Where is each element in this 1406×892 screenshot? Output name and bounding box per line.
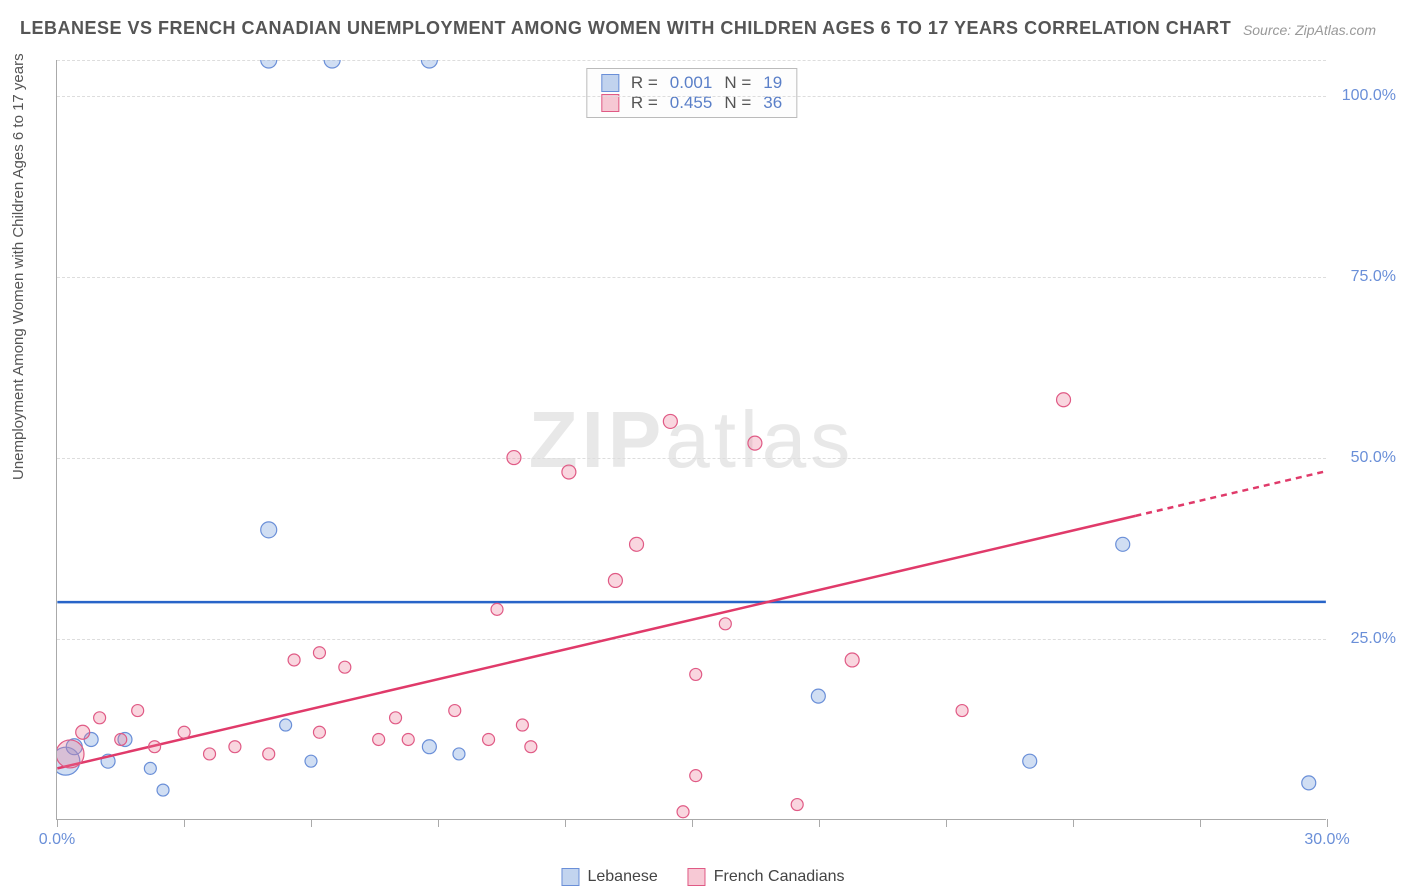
data-point bbox=[516, 719, 528, 731]
data-point bbox=[608, 573, 622, 587]
chart-title: LEBANESE VS FRENCH CANADIAN UNEMPLOYMENT… bbox=[20, 18, 1231, 39]
x-tick bbox=[692, 819, 693, 827]
data-point bbox=[1116, 537, 1130, 551]
data-point bbox=[811, 689, 825, 703]
x-tick bbox=[1327, 819, 1328, 827]
trend-line bbox=[57, 516, 1135, 769]
data-point bbox=[663, 414, 677, 428]
data-point bbox=[791, 799, 803, 811]
data-point bbox=[421, 60, 437, 68]
source-attribution: Source: ZipAtlas.com bbox=[1243, 22, 1376, 38]
x-tick bbox=[946, 819, 947, 827]
data-point bbox=[263, 748, 275, 760]
x-tick bbox=[57, 819, 58, 827]
data-point bbox=[373, 733, 385, 745]
legend-label: French Canadians bbox=[714, 868, 845, 886]
x-tick bbox=[819, 819, 820, 827]
data-point bbox=[449, 705, 461, 717]
data-point bbox=[402, 733, 414, 745]
chart-svg bbox=[57, 60, 1326, 819]
data-point bbox=[305, 755, 317, 767]
y-tick-label: 75.0% bbox=[1351, 268, 1396, 286]
data-point bbox=[491, 603, 503, 615]
data-point bbox=[144, 762, 156, 774]
data-point bbox=[115, 733, 127, 745]
data-point bbox=[422, 740, 436, 754]
data-point bbox=[324, 60, 340, 68]
data-point bbox=[390, 712, 402, 724]
legend-item: French Canadians bbox=[688, 868, 845, 886]
data-point bbox=[690, 668, 702, 680]
data-point bbox=[1057, 393, 1071, 407]
data-point bbox=[562, 465, 576, 479]
plot-area: ZIPatlas R =0.001N =19R =0.455N =36 25.0… bbox=[56, 60, 1326, 820]
x-tick bbox=[184, 819, 185, 827]
data-point bbox=[76, 725, 90, 739]
legend-label: Lebanese bbox=[587, 868, 657, 886]
data-point bbox=[453, 748, 465, 760]
x-tick bbox=[1200, 819, 1201, 827]
data-point bbox=[57, 740, 84, 768]
y-tick-label: 25.0% bbox=[1351, 630, 1396, 648]
x-tick bbox=[311, 819, 312, 827]
data-point bbox=[1023, 754, 1037, 768]
x-tick bbox=[438, 819, 439, 827]
data-point bbox=[313, 647, 325, 659]
legend-item: Lebanese bbox=[561, 868, 657, 886]
data-point bbox=[690, 770, 702, 782]
data-point bbox=[229, 741, 241, 753]
data-point bbox=[956, 705, 968, 717]
data-point bbox=[845, 653, 859, 667]
data-point bbox=[483, 733, 495, 745]
x-tick-label: 0.0% bbox=[39, 831, 75, 849]
x-tick bbox=[1073, 819, 1074, 827]
data-point bbox=[149, 741, 161, 753]
data-point bbox=[339, 661, 351, 673]
data-point bbox=[507, 451, 521, 465]
data-point bbox=[748, 436, 762, 450]
x-tick bbox=[565, 819, 566, 827]
y-tick-label: 100.0% bbox=[1342, 87, 1396, 105]
data-point bbox=[261, 60, 277, 68]
y-tick-label: 50.0% bbox=[1351, 449, 1396, 467]
data-point bbox=[288, 654, 300, 666]
x-tick-label: 30.0% bbox=[1304, 831, 1349, 849]
data-point bbox=[313, 726, 325, 738]
data-point bbox=[157, 784, 169, 796]
y-axis-label: Unemployment Among Women with Children A… bbox=[10, 53, 27, 480]
data-point bbox=[132, 705, 144, 717]
legend-swatch bbox=[561, 868, 579, 886]
data-point bbox=[1302, 776, 1316, 790]
trend-line-dashed bbox=[1135, 471, 1325, 516]
data-point bbox=[677, 806, 689, 818]
data-point bbox=[94, 712, 106, 724]
legend-swatch bbox=[688, 868, 706, 886]
bottom-legend: Lebanese French Canadians bbox=[561, 868, 844, 886]
data-point bbox=[719, 618, 731, 630]
data-point bbox=[261, 522, 277, 538]
data-point bbox=[630, 537, 644, 551]
data-point bbox=[204, 748, 216, 760]
data-point bbox=[280, 719, 292, 731]
data-point bbox=[525, 741, 537, 753]
data-point bbox=[178, 726, 190, 738]
